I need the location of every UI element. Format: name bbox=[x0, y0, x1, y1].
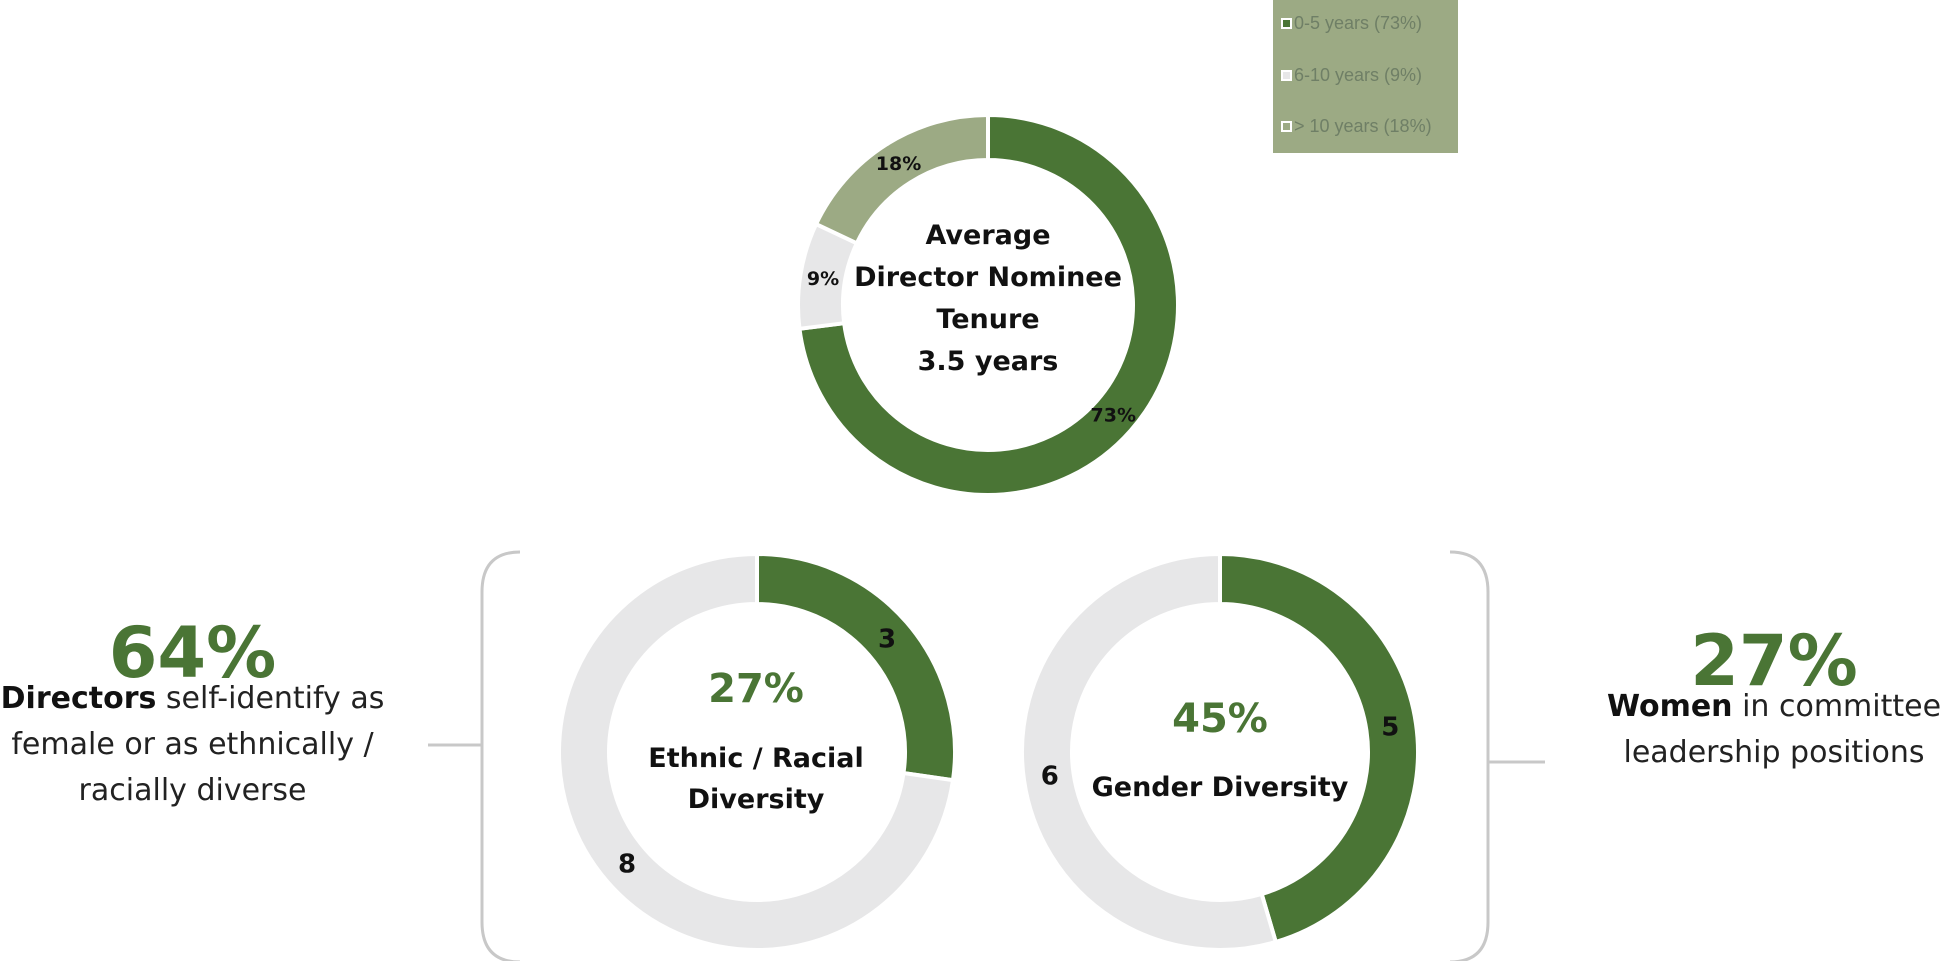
ethnic-data-label-1: 8 bbox=[618, 850, 636, 880]
legend-swatch bbox=[1281, 69, 1292, 81]
tenure-slice-0 bbox=[797, 112, 1180, 497]
left-stat-bold: Directors bbox=[0, 681, 157, 716]
tenure-center-line: Tenure bbox=[936, 304, 1040, 335]
legend-swatch bbox=[1281, 120, 1292, 132]
gender-diversity-percent: 45% bbox=[1172, 696, 1268, 742]
right-stat: 27% Women in committee leadership positi… bbox=[1590, 620, 1951, 776]
gender-diversity-label: Gender Diversity bbox=[1080, 767, 1360, 808]
right-stat-line: leadership positions bbox=[1623, 735, 1925, 770]
tenure-data-label-2: 18% bbox=[876, 153, 921, 175]
gender-data-label-1: 6 bbox=[1041, 761, 1059, 791]
ethnic-diversity-donut-chart: 38 bbox=[557, 551, 957, 952]
legend-label: 6-10 years (9%) bbox=[1294, 64, 1423, 85]
gender-slice-0 bbox=[1218, 551, 1420, 945]
legend-item-0-5-years: 0-5 years (73%) bbox=[1281, 11, 1422, 35]
left-stat-line: racially diverse bbox=[78, 773, 307, 808]
left-stat-line: female or as ethnically / bbox=[11, 727, 374, 762]
tenure-center-line: Average bbox=[925, 220, 1051, 251]
ethnic-label-line: Diversity bbox=[687, 784, 825, 815]
left-stat-line: Directors self-identify as bbox=[0, 676, 385, 722]
legend-item-6-10-years: 6-10 years (9%) bbox=[1281, 63, 1422, 87]
ethnic-data-label-0: 3 bbox=[878, 624, 896, 654]
right-stat-line: Women in committee bbox=[1590, 684, 1951, 730]
tenure-legend: 0-5 years (73%) 6-10 years (9%) > 10 yea… bbox=[1273, 0, 1458, 153]
left-stat: 64% Directors self-identify as female or… bbox=[0, 612, 385, 814]
tenure-center-line: Director Nominee bbox=[854, 262, 1122, 293]
gender-label-line: Gender Diversity bbox=[1091, 772, 1349, 803]
right-bracket bbox=[1449, 550, 1545, 961]
tenure-data-label-1: 9% bbox=[807, 268, 839, 290]
right-stat-percent: 27% bbox=[1690, 620, 1858, 702]
left-bracket bbox=[428, 550, 521, 961]
legend-item-over-10-years: > 10 years (18%) bbox=[1281, 114, 1432, 138]
tenure-donut-chart: 73% 9% 18% bbox=[796, 112, 1180, 497]
left-stat-rest: self-identify as bbox=[156, 681, 385, 716]
legend-label: 0-5 years (73%) bbox=[1294, 12, 1423, 33]
right-stat-bold: Women bbox=[1606, 689, 1733, 724]
tenure-data-label-0: 73% bbox=[1091, 404, 1136, 426]
tenure-center-line: 3.5 years bbox=[917, 346, 1059, 377]
legend-label: > 10 years (18%) bbox=[1294, 115, 1432, 136]
left-stat-percent: 64% bbox=[108, 612, 277, 694]
ethnic-diversity-percent: 27% bbox=[708, 666, 804, 712]
ethnic-diversity-label: Ethnic / Racial Diversity bbox=[616, 738, 896, 820]
legend-swatch bbox=[1281, 17, 1292, 29]
ethnic-slice-1 bbox=[557, 551, 956, 952]
ethnic-label-line: Ethnic / Racial bbox=[648, 743, 864, 774]
tenure-slice-2 bbox=[813, 112, 990, 246]
gender-data-label-0: 5 bbox=[1381, 713, 1399, 743]
right-stat-rest: in committee bbox=[1732, 689, 1942, 724]
tenure-center-label: Average Director Nominee Tenure 3.5 year… bbox=[833, 215, 1143, 383]
gender-diversity-donut-chart: 56 bbox=[1020, 551, 1420, 952]
gender-slice-1 bbox=[1020, 551, 1279, 952]
